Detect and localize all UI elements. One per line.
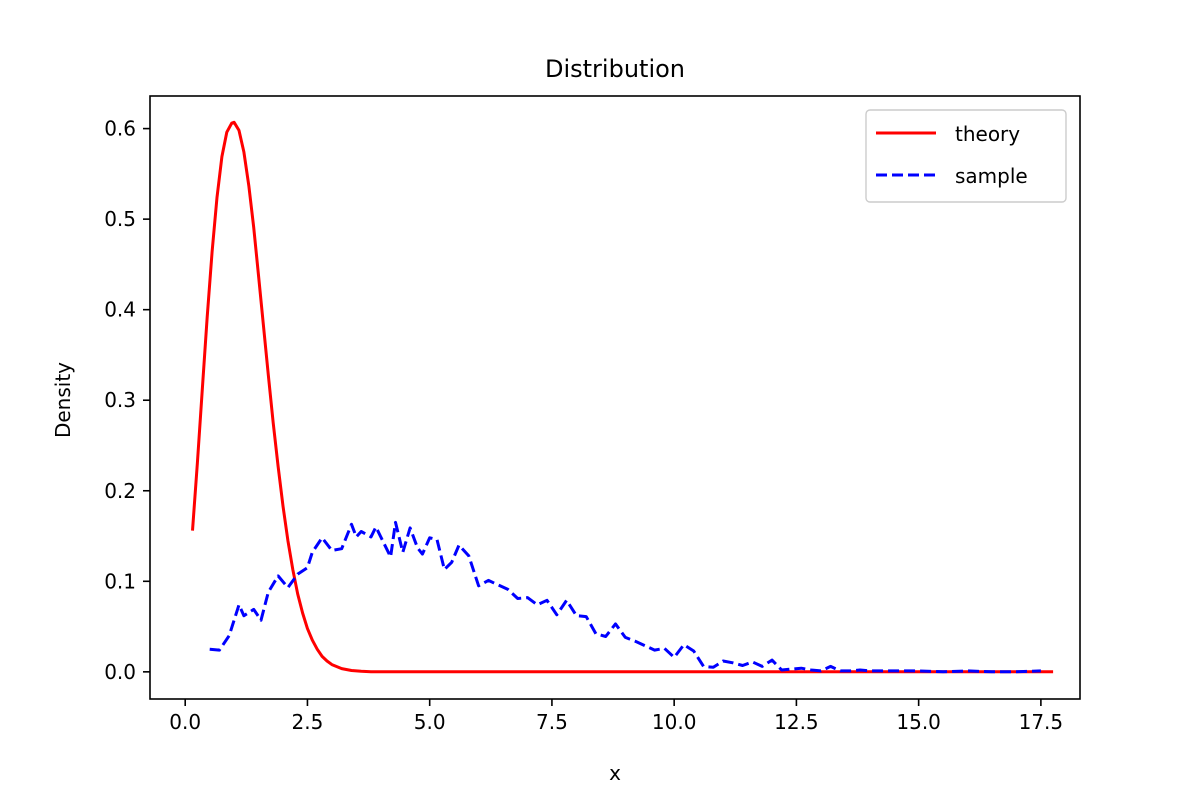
series-layer — [191, 120, 1054, 674]
series-line-sample — [209, 520, 1041, 674]
y-tick-label: 0.5 — [104, 207, 136, 231]
x-tick-label: 0.0 — [169, 710, 201, 734]
x-tick-label: 15.0 — [896, 710, 941, 734]
x-axis-label: x — [609, 761, 621, 785]
y-tick-label: 0.3 — [104, 388, 136, 412]
legend: theory sample — [865, 109, 1067, 203]
plot-frame — [149, 95, 1081, 700]
x-axis: 0.0 2.5 5.0 7.5 10.0 12.5 15.0 17.5 — [169, 699, 1063, 734]
legend-theory-label: theory — [955, 122, 1020, 146]
x-tick-label: 17.5 — [1019, 710, 1064, 734]
x-tick-label: 2.5 — [292, 710, 324, 734]
y-axis: 0.0 0.1 0.2 0.3 0.4 0.5 0.6 — [104, 117, 150, 684]
y-tick-label: 0.4 — [104, 298, 136, 322]
x-tick-label: 5.0 — [414, 710, 446, 734]
y-tick-label: 0.1 — [104, 569, 136, 593]
series-line-theory — [191, 120, 1054, 674]
x-tick-label: 10.0 — [652, 710, 697, 734]
legend-sample-label: sample — [955, 164, 1028, 188]
y-tick-label: 0.2 — [104, 479, 136, 503]
y-tick-label: 0.0 — [104, 660, 136, 684]
chart-title: Distribution — [545, 55, 685, 83]
y-axis-label: Density — [51, 362, 75, 438]
y-tick-label: 0.6 — [104, 117, 136, 141]
x-tick-label: 12.5 — [774, 710, 819, 734]
x-tick-label: 7.5 — [536, 710, 568, 734]
